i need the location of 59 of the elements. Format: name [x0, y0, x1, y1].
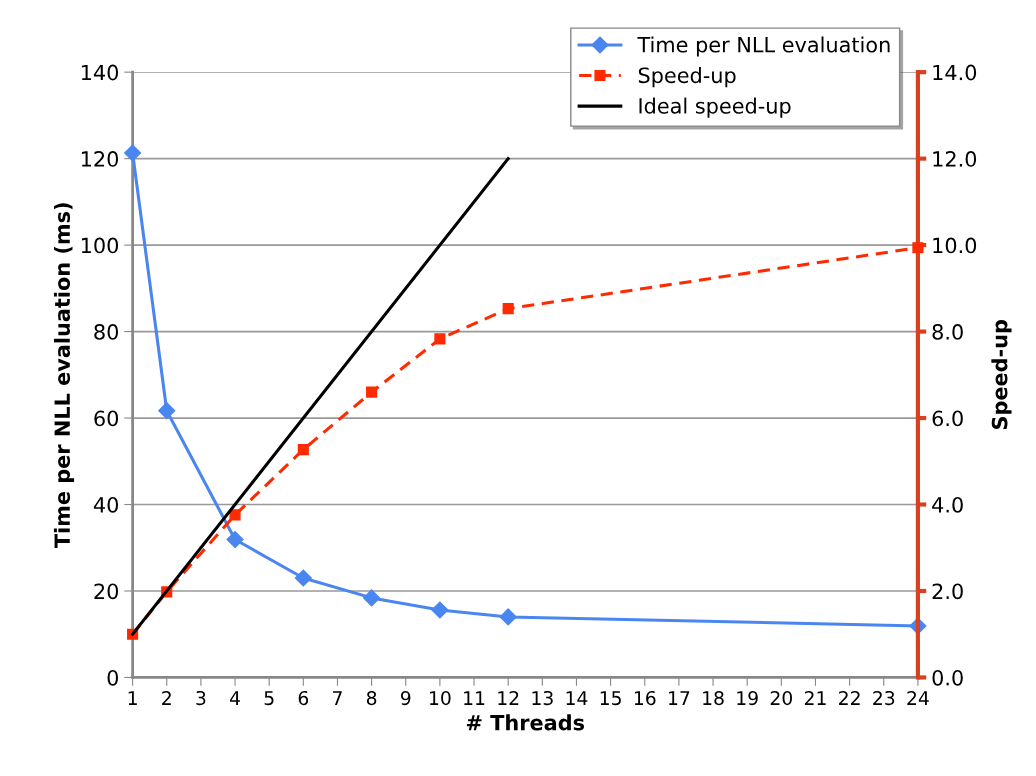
y2-tick-label: 14.0	[933, 64, 977, 81]
x-tick-label: 5	[264, 691, 274, 706]
point	[366, 386, 378, 398]
y2-tick-label: 10.0	[933, 237, 977, 254]
y2-tick-label: 0.0	[932, 669, 963, 686]
y-axis-title: Time per NLL evaluation (ms)	[53, 203, 75, 549]
point	[499, 608, 517, 626]
x-tick-label: 24	[907, 690, 929, 705]
x-tick-label: 13	[532, 690, 553, 706]
x-tick-label: 9	[400, 690, 411, 706]
point	[297, 444, 309, 456]
x-tick-label: 14	[566, 691, 588, 705]
x-tick-label: 3	[196, 690, 206, 706]
x-tick-label: 21	[804, 690, 826, 705]
x-tick-label: 6	[298, 690, 309, 706]
y2-tick-label: 8.0	[932, 324, 963, 340]
x-tick-label: 22	[839, 690, 860, 705]
x-tick-label: 8	[366, 690, 377, 706]
x-tick-label: 17	[669, 691, 690, 705]
x-tick-label: 20	[770, 690, 793, 706]
y-tick-label: 20	[94, 583, 119, 600]
point	[294, 569, 312, 587]
x-tick-label: 4	[229, 691, 240, 705]
x-tick-label: 15	[600, 691, 621, 706]
y2-axis-title: Speed-up	[991, 320, 1012, 430]
point	[158, 402, 176, 420]
x-tick-label: 16	[634, 690, 656, 706]
x-tick-label: 10	[430, 690, 451, 706]
x-tick-label: 18	[703, 690, 724, 706]
y-tick-label: 120	[81, 151, 119, 167]
legend-label: Speed-up	[638, 67, 736, 88]
point	[502, 303, 514, 315]
point	[124, 144, 142, 162]
y-tick-label: 100	[81, 237, 119, 254]
x-tick-label: 23	[873, 690, 895, 706]
x-tick-label: 7	[333, 691, 342, 705]
point	[363, 589, 381, 607]
y2-tick-label: 6.0	[932, 410, 963, 427]
y2-tick-label: 4.0	[932, 496, 963, 513]
y-tick-label: 0	[107, 669, 119, 686]
point	[229, 509, 241, 521]
legend-label: Ideal speed-up	[639, 97, 791, 118]
y-tick-label: 140	[81, 64, 119, 81]
x-axis-title: # Threads	[466, 714, 585, 731]
y-tick-label: 60	[94, 410, 119, 427]
y-tick-label: 80	[94, 324, 119, 340]
legend-label: Time per NLL evaluation	[637, 36, 890, 57]
y2-tick-label: 2.0	[932, 583, 963, 600]
x-tick-label: 11	[464, 691, 485, 705]
x-tick-label: 19	[737, 690, 758, 706]
point	[434, 333, 446, 345]
x-tick-label: 1	[128, 691, 137, 705]
x-tick-label: 12	[498, 690, 519, 705]
y2-tick-label: 12.0	[933, 151, 977, 167]
point	[226, 530, 244, 549]
point	[912, 242, 924, 254]
y-tick-label: 40	[93, 496, 119, 513]
point	[431, 601, 449, 619]
x-tick-label: 2	[162, 690, 171, 705]
